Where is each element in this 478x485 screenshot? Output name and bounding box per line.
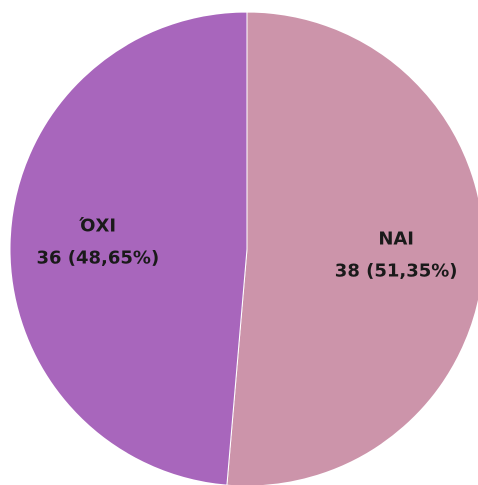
pie-slice — [226, 11, 478, 485]
slice-label: ΝΑΙ — [378, 228, 414, 249]
slice-value-label: 38 (51,35%) — [335, 260, 458, 281]
slice-label: ΌΧΙ — [79, 216, 117, 237]
slice-value-label: 36 (48,65%) — [36, 248, 159, 269]
pie-slice — [9, 11, 248, 485]
